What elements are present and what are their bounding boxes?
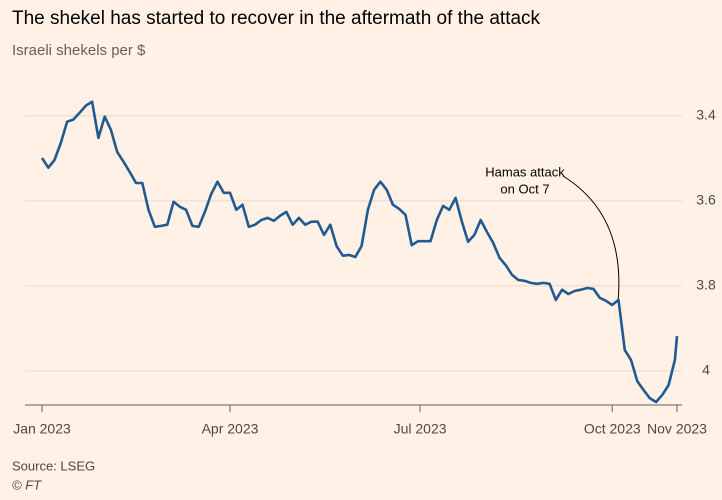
- annotation-connector: [562, 175, 620, 303]
- credit: © FT: [12, 477, 42, 492]
- chart-title: The shekel has started to recover in the…: [12, 8, 541, 29]
- x-tick-label: Nov 2023: [647, 421, 707, 437]
- y-tick-label: 4: [702, 362, 710, 378]
- x-tick-label: Jul 2023: [394, 421, 447, 437]
- source: Source: LSEG: [12, 458, 95, 473]
- x-tick-label: Jan 2023: [13, 421, 71, 437]
- chart-subtitle: Israeli shekels per $: [12, 42, 146, 59]
- y-tick-label: 3.6: [696, 192, 716, 208]
- annotation: Hamas attack: [485, 164, 565, 179]
- annotation: on Oct 7: [500, 181, 549, 196]
- y-tick-label: 3.4: [696, 106, 716, 122]
- x-tick-label: Oct 2023: [584, 421, 641, 437]
- y-tick-label: 3.8: [696, 277, 716, 293]
- series-line: [40, 100, 679, 404]
- x-tick-label: Apr 2023: [202, 421, 259, 437]
